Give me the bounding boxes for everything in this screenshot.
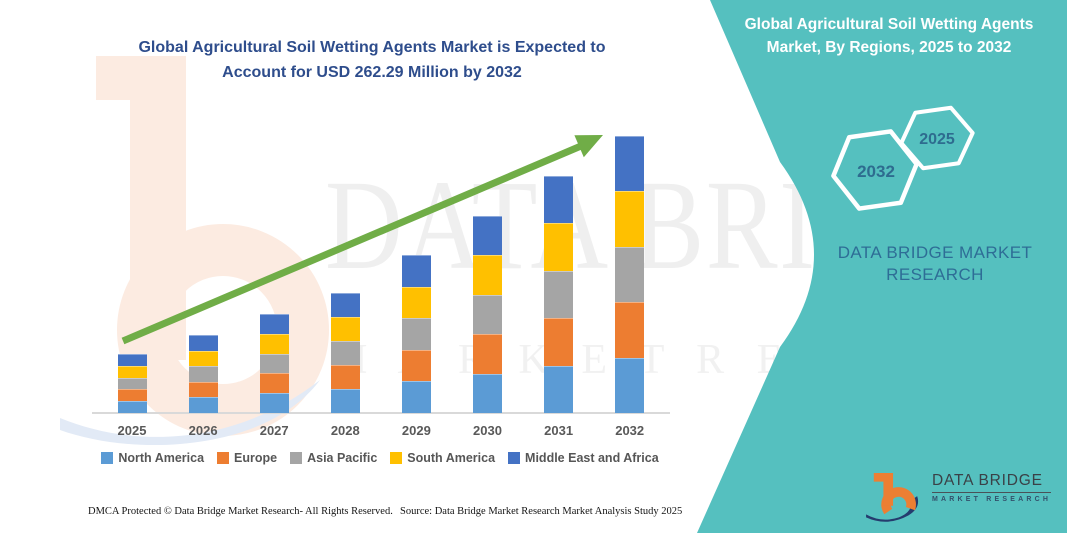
panel-title: Global Agricultural Soil Wetting Agents … (744, 16, 1034, 57)
legend: North America Europe Asia Pacific South Ame… (90, 451, 670, 465)
legend-swatch-south-america (390, 452, 403, 464)
hexagon-2025-icon (899, 105, 975, 171)
hexagon-2032-label: 2032 (857, 162, 895, 181)
chart-title: Global Agricultural Soil Wetting Agents … (138, 39, 606, 81)
dbmr-logo-tagline: MARKET RESEARCH (932, 496, 1052, 503)
footer-source: Source: Data Bridge Market Research Mark… (400, 506, 683, 517)
brand-text: DATA BRIDGE MARKET RESEARCH (837, 243, 1033, 285)
legend-label: South America (407, 451, 496, 465)
legend-swatch-middle-east-and-africa (508, 452, 521, 464)
legend-item: North America (101, 451, 204, 465)
legend-item: Middle East and Africa (508, 451, 659, 465)
legend-label: Asia Pacific (307, 451, 378, 465)
dbmr-logo: DATA BRIDGE MARKET RESEARCH (866, 472, 1052, 526)
legend-label: Middle East and Africa (525, 451, 659, 465)
legend-item: Europe (217, 451, 277, 465)
legend-item: South America (390, 451, 495, 465)
dbmr-logo-mark-icon (866, 472, 919, 522)
dbmr-logo-name: DATA BRIDGE (932, 472, 1052, 493)
axis-baseline (92, 412, 670, 414)
legend-label: North America (118, 451, 205, 465)
hexagon-2025-label: 2025 (919, 131, 955, 148)
legend-swatch-asia-pacific (290, 452, 303, 464)
footer-dmca: DMCA Protected © Data Bridge Market Rese… (88, 506, 393, 517)
hexagon-group (831, 105, 975, 211)
hexagon-2032-icon (831, 129, 919, 211)
legend-label: Europe (234, 451, 278, 465)
legend-swatch-north-america (101, 452, 114, 464)
legend-item: Asia Pacific (290, 451, 377, 465)
legend-swatch-europe (217, 452, 230, 464)
